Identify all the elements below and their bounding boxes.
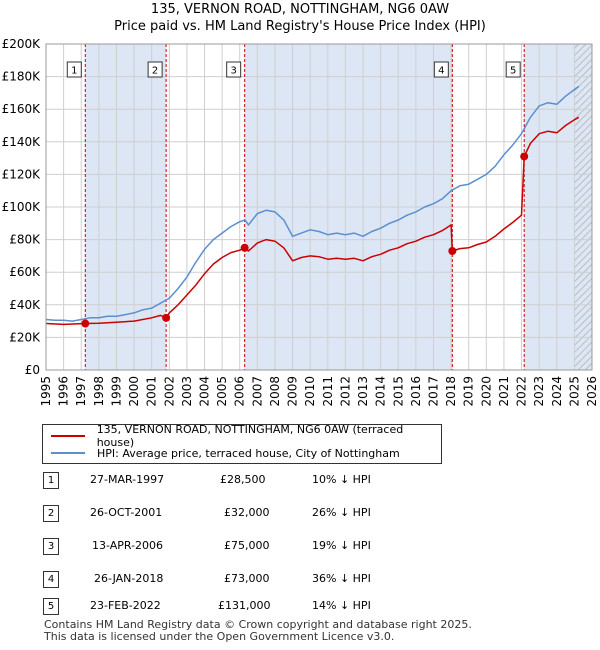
sale-number-box: 1 — [43, 472, 59, 489]
x-tick-label: 2012 — [338, 376, 352, 407]
chart-subtitle: Price paid vs. HM Land Registry's House … — [114, 19, 486, 34]
y-tick-label: £80K — [9, 233, 41, 247]
sale-price: £75,000 — [224, 539, 270, 552]
sale-number-box: 2 — [43, 505, 59, 522]
sale-date: 23-FEB-2022 — [90, 599, 161, 612]
plot-frame — [45, 43, 593, 371]
y-tick-label: £100K — [2, 200, 42, 214]
sale-label: 4 — [438, 66, 444, 77]
chart-title: 135, VERNON ROAD, NOTTINGHAM, NG6 0AW — [150, 2, 450, 17]
sale-label: 3 — [230, 66, 236, 77]
sale-label: 1 — [71, 66, 77, 77]
sale-price: £73,000 — [224, 572, 270, 585]
x-tick-label: 1996 — [57, 376, 71, 407]
y-tick-label: £180K — [2, 70, 42, 84]
sale-row: 4 26-JAN-2018 £73,000 36% ↓ HPI — [42, 571, 462, 591]
x-tick-label: 2024 — [550, 376, 564, 407]
copyright-text: Contains HM Land Registry data © Crown c… — [44, 618, 472, 631]
x-tick-label: 2015 — [391, 376, 405, 407]
y-tick-label: £120K — [2, 167, 42, 181]
legend-label-sold: 135, VERNON ROAD, NOTTINGHAM, NG6 0AW (t… — [96, 423, 404, 449]
sale-row: 3 13-APR-2006 £75,000 19% ↓ HPI — [42, 538, 462, 558]
x-tick-label: 2019 — [462, 376, 476, 407]
footer: Contains HM Land Registry data © Crown c… — [44, 619, 472, 643]
y-tick-label: £200K — [2, 37, 42, 51]
sale-date: 13-APR-2006 — [92, 539, 164, 552]
x-tick-label: 2010 — [303, 376, 317, 407]
sale-label-box — [433, 61, 449, 78]
x-tick-label: 2016 — [409, 376, 423, 407]
x-tick-label: 2008 — [268, 376, 282, 407]
sale-row: 2 26-OCT-2001 £32,000 26% ↓ HPI — [42, 505, 462, 525]
sale-point — [81, 319, 90, 328]
x-tick-label: 2002 — [162, 376, 176, 407]
sale-point — [162, 313, 171, 322]
y-tick-label: £20K — [9, 330, 41, 344]
sale-label-box — [505, 61, 521, 78]
legend-swatch-sold — [51, 435, 85, 437]
sale-number-box: 4 — [43, 571, 59, 588]
x-tick-label: 2017 — [426, 376, 440, 407]
x-tick-label: 1997 — [74, 376, 88, 407]
sale-number-box: 3 — [43, 538, 59, 555]
sale-price: £32,000 — [224, 506, 270, 519]
licence-text: This data is licensed under the Open Gov… — [44, 630, 395, 643]
x-tick-label: 2007 — [250, 376, 264, 407]
sale-hpi-diff: 14% ↓ HPI — [312, 599, 371, 612]
x-tick-label: 2011 — [321, 376, 335, 407]
y-tick-label: £160K — [2, 102, 42, 116]
sale-label-box — [66, 61, 82, 78]
x-tick-label: 2003 — [180, 376, 194, 407]
hpi-series-line — [45, 85, 580, 322]
sale-label: 5 — [510, 66, 516, 77]
x-tick-label: 2025 — [567, 376, 581, 407]
x-tick-label: 1999 — [109, 376, 123, 407]
y-tick-label: £60K — [9, 265, 41, 279]
x-tick-label: 2014 — [374, 376, 388, 407]
legend-item-sold: 135, VERNON ROAD, NOTTINGHAM, NG6 0AW (t… — [43, 423, 441, 449]
sale-hpi-diff: 19% ↓ HPI — [312, 539, 371, 552]
sale-point — [240, 243, 249, 252]
x-tick-label: 2022 — [515, 376, 529, 407]
y-tick-label: £0 — [25, 363, 40, 377]
sale-hpi-diff: 36% ↓ HPI — [312, 572, 371, 585]
sold-series-line — [45, 116, 580, 326]
x-tick-label: 2023 — [532, 376, 546, 407]
sale-label-box — [226, 61, 242, 78]
legend-label-hpi: HPI: Average price, terraced house, City… — [97, 446, 400, 460]
y-tick-label: £40K — [9, 298, 41, 312]
sale-hpi-diff: 26% ↓ HPI — [312, 506, 371, 519]
sale-point — [520, 152, 529, 161]
sale-label-box — [147, 61, 163, 78]
sale-point — [448, 247, 457, 256]
sale-number-box: 5 — [43, 598, 59, 615]
legend-swatch-hpi — [51, 452, 85, 454]
legend-item-hpi: HPI: Average price, terraced house, City… — [43, 445, 400, 461]
x-tick-label: 1998 — [92, 376, 106, 407]
x-tick-label: 2021 — [497, 376, 511, 407]
sale-hpi-diff: 10% ↓ HPI — [312, 473, 371, 486]
x-tick-label: 2020 — [479, 376, 493, 407]
x-tick-label: 2000 — [127, 376, 141, 407]
sale-date: 27-MAR-1997 — [90, 473, 165, 486]
sale-price: £131,000 — [218, 599, 271, 612]
legend: 135, VERNON ROAD, NOTTINGHAM, NG6 0AW (t… — [42, 423, 442, 464]
sale-label: 2 — [152, 66, 158, 77]
sale-row: 5 23-FEB-2022 £131,000 14% ↓ HPI — [42, 598, 462, 618]
x-tick-label: 2013 — [356, 376, 370, 407]
x-tick-label: 1995 — [39, 376, 53, 407]
x-tick-label: 2026 — [585, 376, 599, 407]
x-tick-label: 2005 — [215, 376, 229, 407]
sale-price: £28,500 — [220, 473, 266, 486]
price-chart: 1 2 3 4 5 £0 £20K £40K £60K £80K £100K £120K £140K £… — [2, 37, 599, 407]
sale-date: 26-OCT-2001 — [90, 506, 163, 519]
x-tick-label: 2001 — [145, 376, 159, 407]
x-tick-label: 2004 — [198, 376, 212, 407]
x-tick-label: 2009 — [286, 376, 300, 407]
sale-date: 26-JAN-2018 — [94, 572, 164, 585]
y-tick-label: £140K — [2, 135, 42, 149]
x-tick-label: 2018 — [444, 376, 458, 407]
sale-row: 1 27-MAR-1997 £28,500 10% ↓ HPI — [42, 472, 462, 492]
x-tick-label: 2006 — [233, 376, 247, 407]
